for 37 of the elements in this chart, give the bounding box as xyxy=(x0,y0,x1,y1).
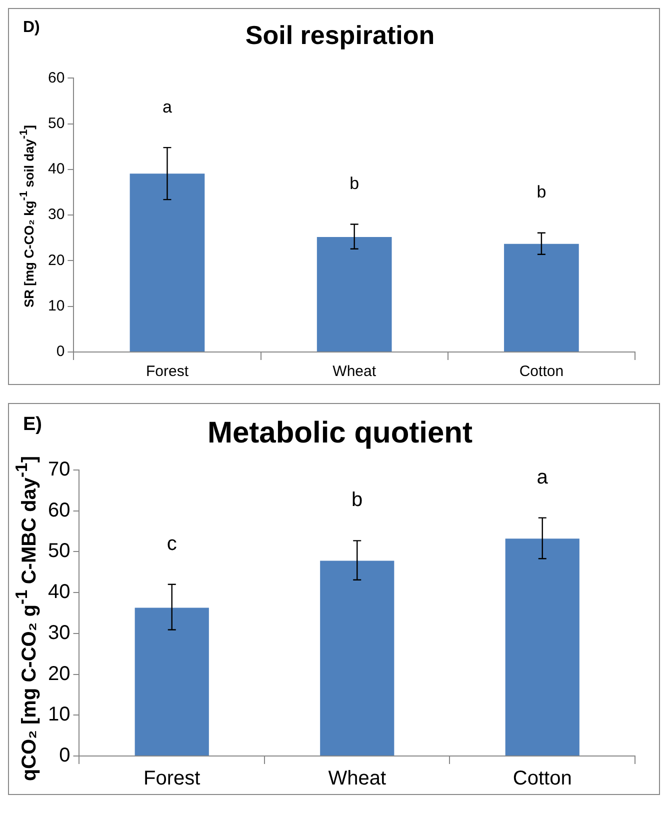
y-tick-label: 20 xyxy=(48,662,70,685)
annotation: b xyxy=(536,182,546,202)
y-tick-label: 10 xyxy=(48,298,65,315)
annotation: a xyxy=(162,97,173,116)
bar xyxy=(130,174,205,352)
bar xyxy=(320,560,394,756)
x-tick-label: Forest xyxy=(146,363,190,380)
y-tick-label: 60 xyxy=(48,499,70,522)
bar xyxy=(134,608,209,756)
y-tick-label: 50 xyxy=(48,540,70,562)
bar xyxy=(316,237,392,352)
chart-title: Metabolic quotient xyxy=(208,416,472,450)
chart-title: Soil respiration xyxy=(245,20,435,50)
y-tick-label: 70 xyxy=(48,458,70,481)
y-tick-label: 0 xyxy=(56,343,65,360)
y-tick-label: 50 xyxy=(48,114,65,132)
bar xyxy=(505,538,580,756)
bar xyxy=(504,244,579,352)
y-tick-label: 40 xyxy=(48,160,65,178)
annotation: b xyxy=(350,174,360,193)
y-tick-label: 10 xyxy=(48,704,70,726)
x-tick-label: Forest xyxy=(144,768,201,790)
text: D) xyxy=(23,19,40,37)
y-tick-label: 20 xyxy=(48,252,65,269)
annotation: a xyxy=(536,466,549,488)
y-tick-label: 30 xyxy=(48,206,65,224)
x-tick-label: Wheat xyxy=(328,768,386,790)
annotation: c xyxy=(166,532,177,555)
y-tick-label: 40 xyxy=(48,581,70,604)
x-tick-label: Cotton xyxy=(512,768,572,790)
y-tick-label: 0 xyxy=(59,744,70,767)
x-tick-label: Wheat xyxy=(332,363,377,380)
y-tick-label: 30 xyxy=(48,622,70,644)
annotation: b xyxy=(352,489,363,512)
x-tick-label: Cotton xyxy=(519,363,564,380)
y-tick-label: 60 xyxy=(48,69,65,86)
text: E) xyxy=(23,414,42,436)
